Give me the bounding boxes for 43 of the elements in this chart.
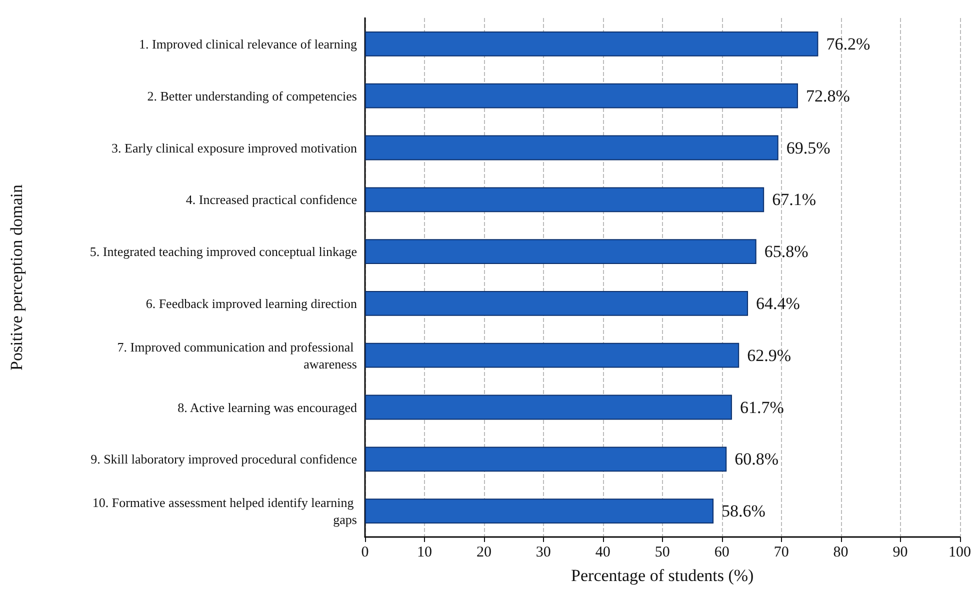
data-label: 69.5% [786, 138, 830, 158]
x-tick-label: 40 [595, 544, 610, 560]
y-tick-label: 2. Better understanding of competencies [147, 88, 357, 104]
x-tick-label: 20 [476, 544, 492, 560]
data-label: 67.1% [772, 190, 816, 210]
x-tick-label: 80 [833, 544, 848, 560]
bar [365, 31, 818, 56]
y-tick-label: 7. Improved communication and professional awareness [117, 339, 357, 372]
bar [365, 135, 778, 160]
data-label: 58.6% [722, 502, 766, 521]
data-label: 72.8% [806, 86, 850, 106]
y-tick-label: 10. Formative assessment helped identify learning gaps [92, 495, 357, 528]
bar [365, 239, 756, 264]
data-label: 61.7% [740, 398, 784, 417]
data-label: 60.8% [734, 450, 779, 469]
data-label: 76.2% [826, 34, 870, 54]
data-label: 62.9% [747, 346, 792, 365]
bar [365, 394, 732, 420]
x-tick-label: 0 [361, 544, 369, 560]
y-tick-label: 4. Increased practical confidence [186, 192, 358, 208]
y-tick-label: 3. Early clinical exposure improved motivation [112, 140, 358, 156]
x-axis-title: Percentage of students (%) [571, 566, 754, 585]
bar [365, 342, 740, 368]
y-tick-label: 1. Improved clinical relevance of learning [138, 36, 358, 52]
bar [365, 83, 798, 108]
x-tick-label: 10 [416, 544, 432, 560]
x-tick-label: 100 [948, 544, 971, 560]
x-tick-label: 50 [654, 544, 670, 560]
y-tick-label: 9. Skill laboratory improved procedural confidence [90, 452, 358, 467]
x-tick-label: 60 [714, 544, 730, 560]
x-tick-label: 90 [892, 544, 908, 560]
x-tick-label: 70 [774, 544, 789, 560]
data-label: 65.8% [764, 242, 808, 262]
bar [365, 290, 748, 316]
y-tick-label: 5. Integrated teaching improved conceptual linkage [90, 244, 358, 260]
y-tick-label: 8. Active learning was encouraged [178, 400, 358, 415]
bar [365, 187, 764, 212]
data-label: 64.4% [756, 294, 800, 313]
x-tick-label: 30 [536, 544, 551, 560]
bar [365, 498, 714, 524]
bar [365, 446, 727, 472]
y-tick-label: 6. Feedback improved learning direction [146, 296, 358, 311]
y-axis-title: Positive perception domain [7, 184, 26, 371]
